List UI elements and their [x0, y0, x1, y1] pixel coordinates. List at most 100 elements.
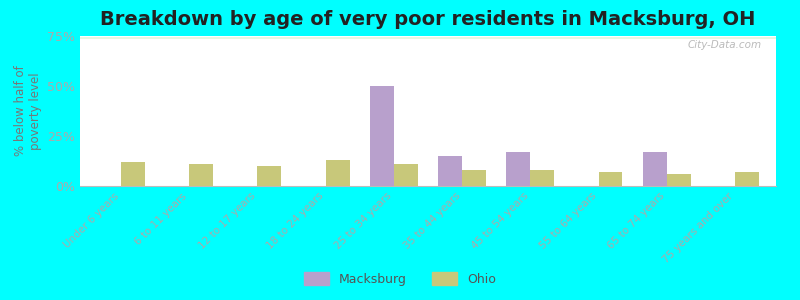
Legend: Macksburg, Ohio: Macksburg, Ohio — [299, 267, 501, 291]
Bar — [80, 37, 776, 38]
Bar — [438, 156, 462, 186]
Bar — [80, 37, 776, 38]
Bar — [80, 36, 776, 38]
Bar — [80, 37, 776, 39]
Bar — [80, 38, 776, 39]
Bar — [462, 170, 486, 186]
Bar — [80, 36, 776, 38]
Bar — [80, 37, 776, 39]
Bar — [80, 36, 776, 38]
Bar — [80, 37, 776, 38]
Bar — [80, 36, 776, 38]
Bar — [80, 37, 776, 38]
Bar — [80, 38, 776, 39]
Bar — [80, 37, 776, 38]
Bar — [80, 37, 776, 38]
Bar — [80, 37, 776, 38]
Bar — [80, 38, 776, 39]
Bar — [80, 36, 776, 38]
Title: Breakdown by age of very poor residents in Macksburg, OH: Breakdown by age of very poor residents … — [100, 10, 756, 29]
Bar — [80, 36, 776, 38]
Bar — [80, 37, 776, 39]
Bar — [80, 37, 776, 38]
Bar — [80, 37, 776, 38]
Bar — [80, 36, 776, 38]
Bar — [80, 36, 776, 38]
Bar — [80, 37, 776, 38]
Bar — [598, 172, 622, 186]
Bar — [80, 38, 776, 39]
Bar — [80, 37, 776, 38]
Bar — [80, 37, 776, 39]
Bar — [80, 37, 776, 38]
Bar — [80, 37, 776, 38]
Bar — [80, 37, 776, 39]
Bar — [530, 170, 554, 186]
Bar — [80, 37, 776, 39]
Bar — [667, 174, 690, 186]
Bar — [80, 36, 776, 38]
Bar — [80, 37, 776, 38]
Bar — [80, 37, 776, 39]
Bar — [80, 36, 776, 38]
Bar — [80, 37, 776, 38]
Bar — [80, 37, 776, 38]
Bar — [80, 36, 776, 38]
Bar — [80, 36, 776, 38]
Bar — [80, 37, 776, 38]
Bar — [80, 37, 776, 39]
Bar — [80, 37, 776, 38]
Bar — [80, 37, 776, 39]
Bar — [80, 37, 776, 38]
Bar — [80, 37, 776, 38]
Bar — [121, 162, 145, 186]
Bar — [80, 37, 776, 38]
Bar — [80, 37, 776, 39]
Bar — [80, 37, 776, 39]
Bar — [80, 36, 776, 38]
Bar — [80, 37, 776, 39]
Bar — [80, 37, 776, 38]
Bar — [80, 37, 776, 39]
Bar — [80, 37, 776, 38]
Bar — [370, 86, 394, 186]
Bar — [326, 160, 350, 186]
Bar — [80, 36, 776, 38]
Bar — [80, 37, 776, 39]
Bar — [80, 38, 776, 39]
Bar — [80, 37, 776, 38]
Bar — [80, 37, 776, 38]
Bar — [80, 36, 776, 38]
Bar — [80, 36, 776, 38]
Bar — [80, 36, 776, 38]
Bar — [80, 37, 776, 38]
Bar — [189, 164, 213, 186]
Bar — [80, 36, 776, 38]
Bar — [80, 37, 776, 39]
Bar — [80, 36, 776, 38]
Bar — [80, 37, 776, 38]
Bar — [80, 37, 776, 38]
Bar — [80, 37, 776, 38]
Bar — [80, 36, 776, 38]
Bar — [80, 36, 776, 38]
Bar — [80, 38, 776, 39]
Bar — [80, 36, 776, 38]
Bar — [80, 36, 776, 38]
Bar — [643, 152, 667, 186]
Bar — [80, 37, 776, 38]
Bar — [80, 36, 776, 38]
Bar — [80, 36, 776, 38]
Bar — [80, 37, 776, 39]
Bar — [80, 36, 776, 38]
Bar — [80, 38, 776, 39]
Bar — [506, 152, 530, 186]
Bar — [80, 36, 776, 38]
Bar — [80, 37, 776, 38]
Bar — [80, 37, 776, 38]
Bar — [80, 37, 776, 38]
Y-axis label: % below half of
poverty level: % below half of poverty level — [14, 66, 42, 156]
Bar — [80, 38, 776, 39]
Bar — [80, 36, 776, 38]
Bar — [394, 164, 418, 186]
